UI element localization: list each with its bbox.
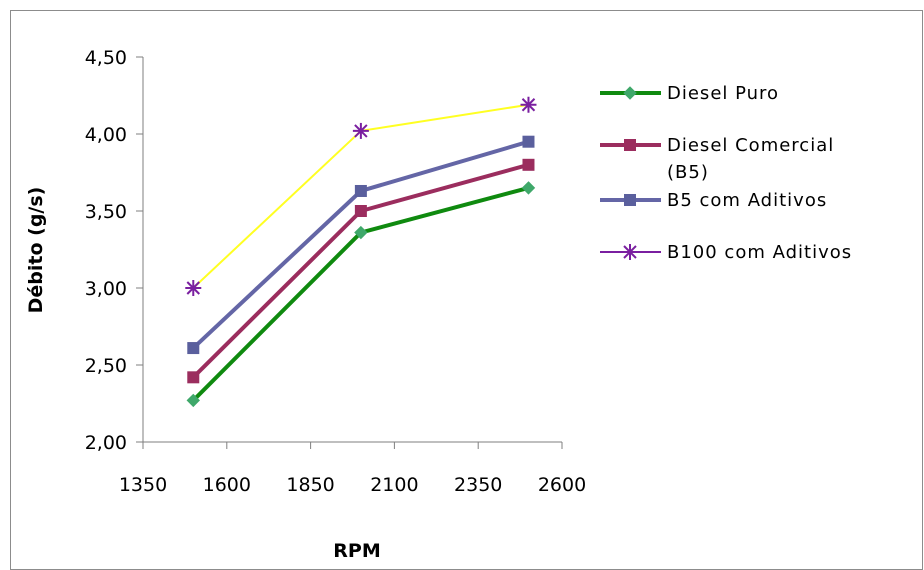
data-point — [522, 135, 535, 148]
data-point — [187, 342, 200, 355]
legend-label: B100 com Aditivos — [667, 242, 852, 263]
legend: Diesel Puro Diesel Comercial (B5) B5 com Ad… — [600, 83, 852, 263]
chart-frame — [10, 10, 923, 570]
y-tick-label: 2,50 — [85, 355, 127, 377]
data-point — [521, 181, 536, 195]
data-point — [354, 184, 367, 197]
x-tick-label: 2600 — [538, 474, 586, 496]
data-point — [185, 280, 202, 296]
data-point — [352, 122, 369, 139]
data-point — [354, 205, 367, 217]
legend-marker — [623, 86, 637, 100]
x-axis-title: RPM — [333, 540, 380, 562]
data-point — [354, 225, 368, 240]
y-tick-label: 3,50 — [85, 201, 127, 223]
axes: 2,00 2,50 3,00 3,50 4,00 4,50 1350 1600 1850 2100… — [85, 47, 586, 496]
data-point — [520, 96, 537, 113]
y-tick-label: 3,00 — [85, 278, 127, 300]
x-tick-label: 2100 — [370, 474, 418, 496]
legend-label: (B5) — [667, 162, 709, 183]
x-tick-label: 2350 — [454, 474, 502, 496]
legend-marker — [622, 244, 638, 260]
y-tick-label: 4,00 — [85, 124, 127, 146]
y-axis-title: Débito (g/s) — [25, 187, 47, 314]
legend-marker — [624, 139, 636, 151]
series-layer — [185, 96, 537, 408]
legend-label: Diesel Comercial — [667, 135, 834, 156]
legend-label: Diesel Puro — [667, 83, 779, 104]
legend-marker — [624, 194, 636, 206]
x-tick-label: 1350 — [119, 474, 167, 496]
y-tick-label: 4,50 — [85, 47, 127, 69]
y-tick-label: 2,00 — [85, 432, 127, 454]
data-point — [186, 393, 200, 408]
x-tick-label: 1600 — [203, 474, 251, 496]
data-point — [522, 158, 535, 171]
x-tick-label: 1850 — [286, 474, 334, 496]
series-line-1 — [191, 185, 529, 402]
series-line-3 — [191, 139, 530, 350]
data-point — [187, 371, 200, 384]
legend-label: B5 com Aditivos — [667, 190, 827, 211]
